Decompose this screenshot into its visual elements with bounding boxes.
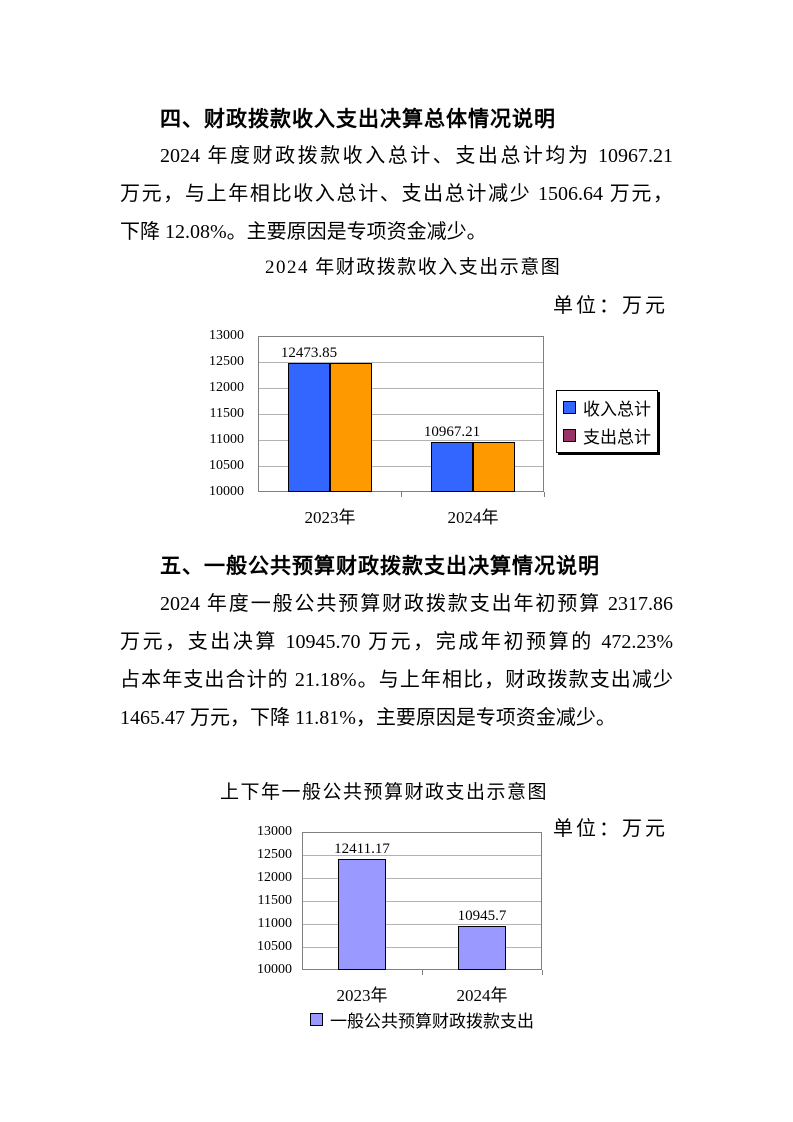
legend-swatch-icon bbox=[563, 429, 576, 442]
y-axis-tick-label: 13000 bbox=[257, 824, 292, 839]
x-axis-tick bbox=[422, 970, 423, 975]
paragraph-line: 下降 12.08%。主要原因是专项资金减少。 bbox=[120, 221, 487, 243]
gridline bbox=[259, 388, 543, 389]
gridline bbox=[303, 924, 541, 925]
x-axis-category-label: 2023年 bbox=[304, 508, 356, 527]
gridline bbox=[259, 440, 543, 441]
gridline bbox=[303, 901, 541, 902]
x-axis-category-label: 2024年 bbox=[447, 508, 499, 527]
y-axis-tick-label: 10000 bbox=[209, 484, 244, 499]
section-5-paragraph: 2024 年度一般公共预算财政拨款支出年初预算 2317.86 万元，支出决算 … bbox=[120, 585, 673, 737]
y-axis-tick-label: 12000 bbox=[209, 380, 244, 395]
x-axis-category-label: 2024年 bbox=[456, 986, 508, 1005]
bar-2023年-一般公共预算财政拨款支出 bbox=[338, 859, 386, 970]
gridline bbox=[303, 947, 541, 948]
y-axis-tick-label: 12000 bbox=[257, 870, 292, 885]
legend-swatch-icon bbox=[310, 1013, 323, 1026]
x-axis-category-label: 2023年 bbox=[336, 986, 388, 1005]
y-axis-tick-label: 11000 bbox=[209, 432, 244, 447]
gridline bbox=[259, 362, 543, 363]
legend: 一般公共预算财政拨款支出 bbox=[302, 1007, 542, 1032]
y-axis-tick-label: 10000 bbox=[257, 962, 292, 977]
y-axis-tick-label: 12500 bbox=[257, 847, 292, 862]
legend-label: 支出总计 bbox=[583, 428, 651, 447]
y-axis-tick-label: 12500 bbox=[209, 354, 244, 369]
paragraph-line: 万元，支出决算 10945.70 万元，完成年初预算的 472.23% bbox=[120, 631, 673, 653]
paragraph-line: 2024 年度财政拨款收入总计、支出总计均为 10967.21 bbox=[160, 145, 673, 167]
bar-2023年-收入总计 bbox=[288, 363, 330, 492]
y-axis-tick-label: 10500 bbox=[209, 458, 244, 473]
legend: 收入总计 支出总计 bbox=[556, 390, 658, 453]
x-axis-tick bbox=[542, 970, 543, 975]
section-4-heading: 四、财政拨款收入支出决算总体情况说明 bbox=[160, 108, 556, 131]
chart1-title: 2024 年财政拨款收入支出示意图 bbox=[265, 257, 562, 278]
gridline bbox=[303, 855, 541, 856]
section-4-paragraph: 2024 年度财政拨款收入总计、支出总计均为 10967.21 万元，与上年相比… bbox=[120, 137, 673, 251]
legend-label: 一般公共预算财政拨款支出 bbox=[330, 1012, 534, 1031]
paragraph-line: 2024 年度一般公共预算财政拨款支出年初预算 2317.86 bbox=[160, 593, 673, 615]
bar-2024年-收入总计 bbox=[431, 442, 473, 492]
legend-item: 收入总计 bbox=[563, 395, 651, 420]
gridline bbox=[303, 878, 541, 879]
legend-swatch-icon bbox=[563, 401, 576, 414]
y-axis-tick-label: 10500 bbox=[257, 939, 292, 954]
bar-2024年-支出总计 bbox=[473, 442, 515, 492]
legend-item: 一般公共预算财政拨款支出 bbox=[310, 1007, 534, 1032]
chart1-unit-label: 单位：万元 bbox=[553, 295, 668, 317]
chart2-bar-chart: 10000 10500 11000 11500 12000 12500 13000 12411… bbox=[230, 824, 690, 1038]
legend-item: 支出总计 bbox=[563, 423, 651, 448]
bar-2024年-一般公共预算财政拨款支出 bbox=[458, 926, 506, 970]
paragraph-line: 1465.47 万元，下降 11.81%，主要原因是专项资金减少。 bbox=[120, 707, 616, 729]
section-5-heading: 五、一般公共预算财政拨款支出决算情况说明 bbox=[160, 555, 600, 578]
y-axis-tick-label: 13000 bbox=[209, 328, 244, 343]
paragraph-line: 万元，与上年相比收入总计、支出总计减少 1506.64 万元， bbox=[120, 183, 673, 205]
bar-data-label: 10967.21 bbox=[423, 424, 481, 440]
paragraph-line: 占本年支出合计的 21.18%。与上年相比，财政拨款支出减少 bbox=[120, 669, 673, 691]
chart2-unit-label: 单位：万元 bbox=[553, 818, 668, 840]
y-axis-tick-label: 11500 bbox=[257, 893, 292, 908]
bar-data-label: 12473.85 bbox=[280, 345, 338, 361]
x-axis-tick bbox=[544, 492, 545, 497]
gridline bbox=[259, 466, 543, 467]
legend-label: 收入总计 bbox=[583, 400, 651, 419]
bar-data-label: 10945.7 bbox=[457, 908, 507, 924]
gridline bbox=[259, 414, 543, 415]
y-axis-tick-label: 11500 bbox=[209, 406, 244, 421]
bar-data-label: 12411.17 bbox=[334, 841, 390, 857]
chart1-bar-chart: 10000 10500 11000 11500 12000 12500 13000 12473… bbox=[180, 328, 680, 532]
x-axis-tick bbox=[401, 492, 402, 497]
chart2-title: 上下年一般公共预算财政支出示意图 bbox=[220, 782, 549, 803]
bar-2023年-支出总计 bbox=[330, 363, 372, 492]
y-axis-tick-label: 11000 bbox=[257, 916, 292, 931]
